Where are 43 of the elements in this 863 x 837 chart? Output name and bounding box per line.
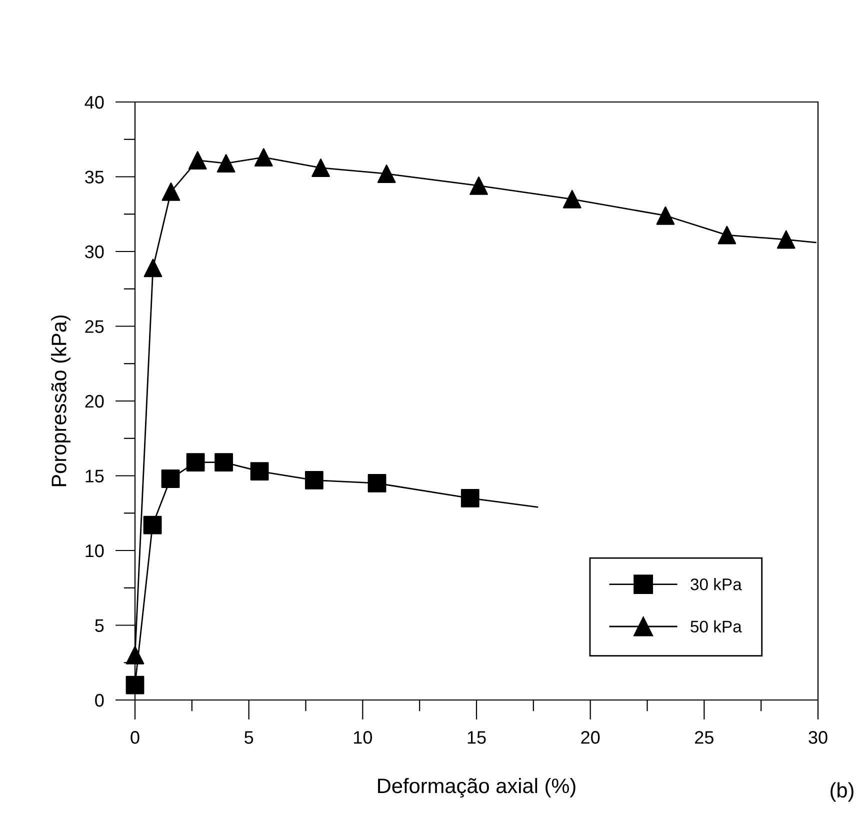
point bbox=[126, 646, 144, 664]
x-tick-label: 20 bbox=[581, 731, 600, 744]
y-tick-label: 0 bbox=[95, 694, 104, 707]
point bbox=[656, 206, 675, 225]
point bbox=[254, 148, 273, 167]
x-tick-label: 25 bbox=[695, 731, 714, 744]
legend-label: 30 kPa bbox=[690, 578, 742, 590]
point bbox=[126, 676, 144, 694]
y-tick-label: 10 bbox=[86, 544, 104, 558]
point bbox=[562, 190, 582, 208]
y-tick-label: 30 bbox=[85, 245, 104, 258]
y-axis-title: Poropressão (kPa) bbox=[51, 315, 70, 486]
y-tick-label: 35 bbox=[85, 170, 104, 184]
y-tick-label: 15 bbox=[86, 470, 104, 482]
point bbox=[368, 474, 386, 492]
point bbox=[143, 516, 162, 534]
point bbox=[304, 471, 324, 490]
point bbox=[144, 258, 162, 278]
y-tick-label: 25 bbox=[85, 320, 104, 333]
y-tick-label: 5 bbox=[95, 619, 104, 632]
text: (b) bbox=[830, 782, 854, 802]
point bbox=[216, 154, 236, 172]
point bbox=[250, 462, 269, 480]
point bbox=[377, 164, 396, 183]
point bbox=[460, 488, 480, 508]
y-tick-label: 20 bbox=[85, 394, 104, 408]
point bbox=[470, 176, 488, 195]
point bbox=[312, 158, 330, 177]
point bbox=[162, 182, 180, 201]
point bbox=[214, 453, 233, 472]
point bbox=[188, 151, 207, 170]
point bbox=[776, 230, 796, 249]
x-tick-label: 5 bbox=[244, 731, 254, 744]
legend-label: 50 kPa bbox=[690, 620, 742, 632]
y-tick-label: 40 bbox=[84, 96, 104, 109]
point bbox=[186, 453, 205, 472]
x-tick-label: 30 bbox=[808, 731, 828, 744]
x-axis-title: Deformação axial (%) bbox=[378, 778, 576, 798]
x-tick-label: 10 bbox=[354, 731, 372, 744]
x-tick-label: 0 bbox=[130, 731, 140, 744]
x-tick-label: 15 bbox=[468, 731, 486, 744]
point bbox=[718, 226, 736, 244]
point bbox=[161, 470, 180, 488]
